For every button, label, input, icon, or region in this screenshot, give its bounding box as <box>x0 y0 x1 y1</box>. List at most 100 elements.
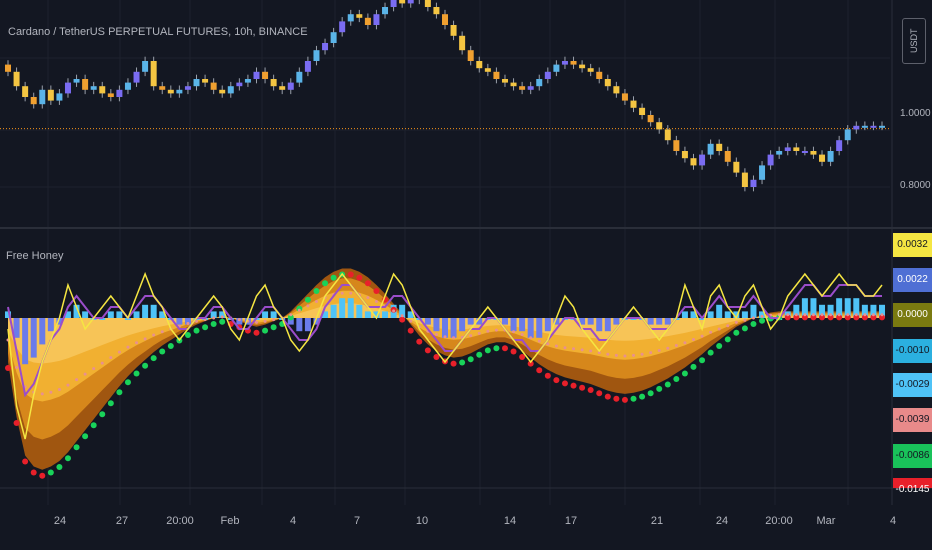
indicator-title: Free Honey <box>6 250 64 262</box>
signal-dot <box>656 385 663 392</box>
inner-dot <box>597 351 601 355</box>
time-axis-label: 24 <box>53 515 67 527</box>
histogram-bar <box>459 318 466 332</box>
signal-dot <box>733 329 740 336</box>
histogram-bar <box>553 318 560 325</box>
candle-body <box>579 64 586 69</box>
candle-body <box>553 64 560 72</box>
inner-dot <box>409 319 413 323</box>
histogram-bar <box>861 304 868 318</box>
histogram-bar <box>150 304 157 318</box>
candle-body <box>664 129 671 141</box>
histogram-bar <box>707 311 714 318</box>
signal-dot <box>159 348 166 355</box>
signal-dot <box>210 321 217 327</box>
candle-body <box>142 61 149 72</box>
candle-body <box>296 71 303 83</box>
candle-body <box>22 86 29 97</box>
inner-dot <box>580 348 584 352</box>
candle-body <box>262 71 269 79</box>
inner-dot <box>614 353 618 357</box>
candle-body <box>587 68 594 72</box>
histogram-bar <box>681 311 688 318</box>
histogram-bar <box>107 311 114 318</box>
candle-body <box>827 151 834 162</box>
candle-body <box>527 86 534 90</box>
signal-dot <box>304 296 311 303</box>
histogram-bar <box>836 298 843 318</box>
inner-dot <box>374 300 378 303</box>
signal-dot <box>373 288 380 294</box>
signal-dot <box>90 422 97 429</box>
inner-dot <box>66 383 70 387</box>
histogram-bar <box>270 311 277 318</box>
signal-dot <box>587 387 594 393</box>
candle-body <box>30 97 37 105</box>
histogram-bar <box>236 318 243 325</box>
histogram-bar <box>716 304 723 318</box>
signal-dot <box>39 472 46 479</box>
candle-body <box>82 79 89 90</box>
time-axis-label: Feb <box>220 515 240 527</box>
inner-dot <box>143 337 147 341</box>
inner-dot <box>666 346 670 350</box>
signal-dot <box>5 365 11 371</box>
inner-dot <box>297 308 301 312</box>
band-core <box>8 303 882 364</box>
histogram-bar <box>424 318 431 325</box>
histogram-bar <box>442 318 448 338</box>
candle-body <box>519 86 526 90</box>
indicator-value-badge: 0.0022 <box>893 268 932 292</box>
candle-body <box>356 14 363 18</box>
currency-label[interactable]: USDT <box>902 18 926 64</box>
candle-body <box>210 82 217 90</box>
signal-dot <box>510 348 517 355</box>
histogram-bar <box>210 311 217 318</box>
candle-body <box>630 100 637 108</box>
candle-body <box>596 71 603 79</box>
signal-dot <box>167 343 174 349</box>
candle-body <box>150 61 157 87</box>
signal-dot <box>870 314 877 321</box>
candle-body <box>279 86 286 90</box>
time-axis-label: 14 <box>503 515 517 527</box>
candle-body <box>861 125 868 128</box>
inner-dot <box>349 291 353 295</box>
histogram-bar <box>407 311 414 318</box>
histogram-bar <box>47 318 54 332</box>
signal-dot <box>47 469 54 476</box>
signal-dot <box>604 393 611 400</box>
inner-dot <box>126 345 130 349</box>
histogram-bar <box>827 304 834 318</box>
signal-dot <box>819 314 826 321</box>
candle-body <box>339 21 346 33</box>
indicator-value-badge: 0.0000 <box>893 303 932 327</box>
inner-dot <box>743 318 747 322</box>
inner-dot <box>632 353 636 357</box>
histogram-bar <box>724 311 731 318</box>
histogram-bar <box>39 318 46 345</box>
histogram-bar <box>733 311 740 318</box>
inner-dot <box>683 341 687 345</box>
time-axis-label: 20:00 <box>166 515 194 527</box>
inner-dot <box>623 354 627 358</box>
histogram-bar <box>844 298 851 318</box>
indicator-value-badge: -0.0029 <box>893 373 932 397</box>
histogram-bar <box>30 318 37 358</box>
histogram-bar <box>544 318 551 332</box>
inner-dot <box>160 330 164 334</box>
price-axis-label: 1.0000 <box>900 108 931 119</box>
signal-dot <box>724 336 731 343</box>
histogram-bar <box>759 311 766 318</box>
histogram-bar <box>450 318 457 338</box>
histogram-bar <box>501 318 508 325</box>
inner-dot <box>820 313 824 317</box>
candle-body <box>313 50 320 61</box>
candle-body <box>836 140 843 151</box>
inner-dot <box>529 336 533 340</box>
histogram-bar <box>604 318 611 332</box>
signal-dot <box>364 280 371 287</box>
indicator-value-badge: -0.0010 <box>893 339 932 363</box>
